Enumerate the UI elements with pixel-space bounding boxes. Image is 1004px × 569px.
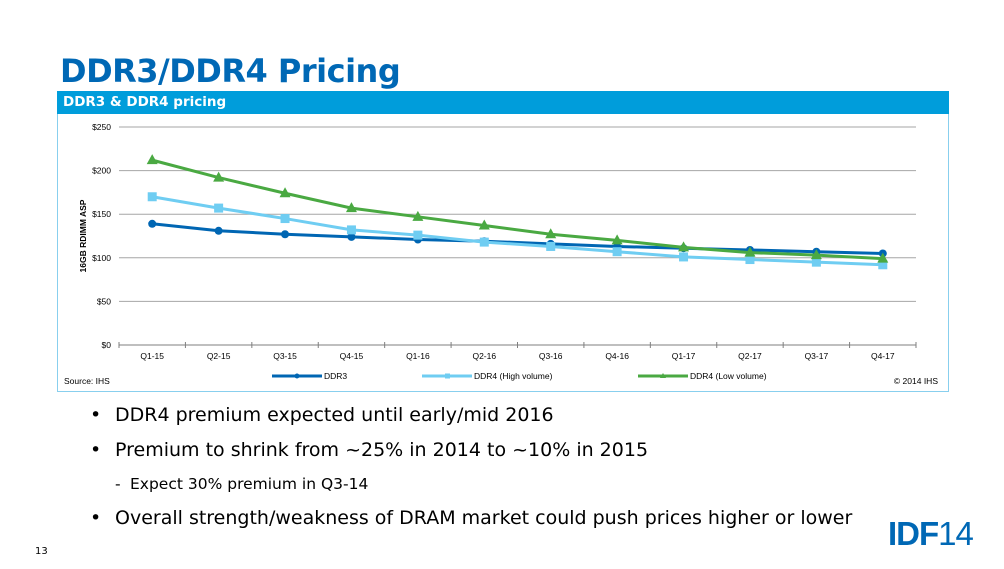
legend-label: DDR4 (Low volume) [690, 371, 767, 381]
x-tick-label: Q4-17 [871, 351, 895, 361]
x-tick-label: Q2-17 [738, 351, 762, 361]
x-tick-label: Q3-16 [539, 351, 563, 361]
data-point [810, 249, 822, 260]
data-point [147, 192, 157, 202]
y-tick-label: $50 [97, 296, 111, 306]
bullet-text: Overall strength/weakness of DRAM market… [115, 507, 853, 529]
legend-marker [660, 373, 666, 378]
x-axis-ticks: Q1-15 Q2-15 Q3-15 Q4-15 Q1-16 Q2-16 Q3-16 Q4-16… [140, 351, 894, 361]
data-point [612, 247, 622, 257]
data-point [346, 225, 356, 235]
data-point [878, 260, 888, 270]
gridlines [119, 126, 916, 302]
legend-marker [445, 373, 450, 379]
data-point [281, 230, 290, 239]
dash-marker: - [115, 475, 121, 493]
legend: DDR3 DDR4 (High volume) DDR4 (Low volume) [272, 371, 767, 381]
chart-title: DDR3 & DDR4 pricing [57, 91, 949, 114]
bullet-marker: • [90, 404, 102, 426]
data-point [678, 241, 690, 252]
data-point [745, 255, 755, 265]
x-tick-label: Q1-17 [672, 351, 696, 361]
chart-frame [57, 91, 949, 392]
x-tick-label: Q3-15 [273, 351, 297, 361]
y-tick-label: $0 [102, 340, 112, 350]
data-point [146, 154, 158, 165]
idf14-logo: IDF14 [888, 515, 974, 552]
y-axis-ticks: $0 $50 $100 $150 $200 $250 [92, 122, 111, 350]
series-ddr3 [148, 219, 887, 258]
bullet-text: Expect 30% premium in Q3-14 [130, 475, 369, 493]
y-axis-label: 16GB RDIMM ASP [78, 199, 88, 272]
series-ddr4-low-volume [146, 154, 889, 263]
legend-label: DDR4 (High volume) [474, 371, 553, 381]
y-tick-label: $200 [92, 166, 111, 176]
data-point [811, 257, 821, 267]
series-ddr4-high-volume [147, 192, 888, 270]
x-tick-label: Q3-17 [805, 351, 829, 361]
x-tick-label: Q1-16 [406, 351, 430, 361]
legend-item: DDR3 [272, 371, 347, 381]
y-tick-label: $150 [92, 209, 111, 219]
x-tick-label: Q2-15 [207, 351, 231, 361]
x-tick-label: Q4-15 [340, 351, 364, 361]
legend-label: DDR3 [324, 371, 347, 381]
logo-light: 14 [938, 515, 974, 552]
series-line [151, 158, 883, 261]
data-point [479, 237, 489, 247]
x-tick-label: Q4-16 [605, 351, 629, 361]
bullet-text: Premium to shrink from ~25% in 2014 to ~… [115, 439, 649, 461]
data-point [412, 210, 424, 221]
series-line [152, 222, 883, 255]
data-point [413, 230, 423, 240]
data-point [679, 252, 689, 262]
x-tick-label: Q2-16 [472, 351, 496, 361]
data-point [148, 219, 157, 228]
data-point [744, 246, 756, 257]
x-tick-label: Q1-15 [140, 351, 164, 361]
legend-item: DDR4 (Low volume) [638, 371, 767, 381]
y-tick-label: $250 [92, 122, 111, 132]
bullet-text: DDR4 premium expected until early/mid 20… [115, 404, 554, 426]
legend-item: DDR4 (High volume) [422, 371, 553, 381]
source-note: Source: IHS [64, 376, 110, 386]
copyright-note: © 2014 IHS [894, 376, 938, 386]
logo-bold: IDF [888, 515, 939, 552]
bullet-marker: • [90, 507, 102, 529]
series [146, 154, 889, 270]
data-point [279, 187, 291, 198]
legend-marker [294, 373, 300, 379]
bullet-marker: • [90, 439, 102, 461]
y-tick-label: $100 [92, 253, 111, 263]
data-point [280, 214, 290, 224]
data-point [478, 219, 490, 230]
data-point [877, 252, 889, 263]
data-point [214, 226, 223, 235]
data-point [213, 171, 225, 182]
x-axis [118, 342, 917, 348]
data-point [611, 234, 623, 245]
data-point [545, 228, 557, 239]
data-point [345, 202, 357, 213]
data-point [546, 241, 556, 251]
data-point [347, 232, 356, 241]
page-number: 13 [35, 546, 48, 557]
series-line [151, 195, 883, 267]
data-point [214, 203, 224, 213]
slide-title: DDR3/DDR4 Pricing [60, 52, 401, 90]
